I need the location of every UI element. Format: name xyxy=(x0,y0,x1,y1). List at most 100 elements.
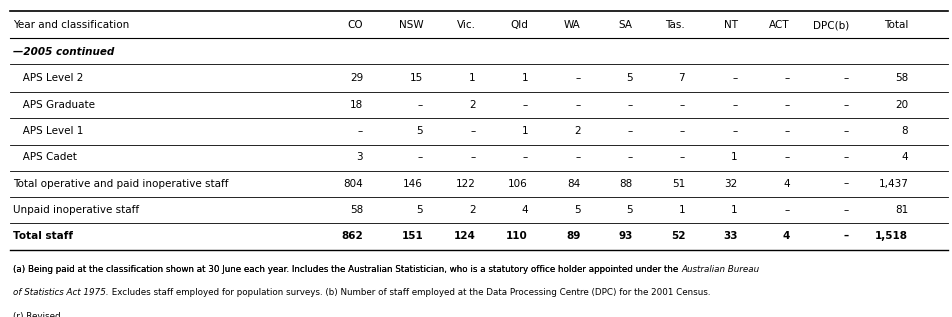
Text: 4: 4 xyxy=(782,231,789,241)
Text: 4: 4 xyxy=(783,178,789,189)
Text: Vic.: Vic. xyxy=(456,20,475,30)
Text: 1,437: 1,437 xyxy=(878,178,907,189)
Text: 2: 2 xyxy=(573,126,580,136)
Text: 58: 58 xyxy=(349,205,363,215)
Text: 5: 5 xyxy=(625,205,632,215)
Text: Total: Total xyxy=(883,20,907,30)
Text: –: – xyxy=(679,152,684,162)
Text: Total operative and paid inoperative staff: Total operative and paid inoperative sta… xyxy=(13,178,228,189)
Text: ACT: ACT xyxy=(768,20,789,30)
Text: –: – xyxy=(522,100,527,110)
Text: 804: 804 xyxy=(343,178,363,189)
Text: –: – xyxy=(783,126,789,136)
Text: –: – xyxy=(843,100,848,110)
Text: 1: 1 xyxy=(678,205,684,215)
Text: 110: 110 xyxy=(506,231,527,241)
Text: 1,518: 1,518 xyxy=(874,231,907,241)
Text: –: – xyxy=(417,152,423,162)
Text: 3: 3 xyxy=(356,152,363,162)
Text: –: – xyxy=(843,178,848,189)
Text: DPC(b): DPC(b) xyxy=(812,20,848,30)
Text: –: – xyxy=(574,74,580,83)
Text: 8: 8 xyxy=(901,126,907,136)
Text: APS Graduate: APS Graduate xyxy=(13,100,95,110)
Text: –: – xyxy=(731,100,737,110)
Text: 52: 52 xyxy=(670,231,684,241)
Text: (a) Being paid at the classification shown at 30 June each year. Includes the Au: (a) Being paid at the classification sho… xyxy=(13,265,681,274)
Text: 1: 1 xyxy=(730,205,737,215)
Text: –: – xyxy=(469,126,475,136)
Text: Unpaid inoperative staff: Unpaid inoperative staff xyxy=(13,205,139,215)
Text: –: – xyxy=(626,126,632,136)
Text: (a) Being paid at the classification shown at 30 June each year. Includes the Au: (a) Being paid at the classification sho… xyxy=(13,265,681,274)
Text: –: – xyxy=(357,126,363,136)
Text: 18: 18 xyxy=(349,100,363,110)
Text: APS Cadet: APS Cadet xyxy=(13,152,77,162)
Text: Tas.: Tas. xyxy=(664,20,684,30)
Text: (r) Revised.: (r) Revised. xyxy=(13,312,64,317)
Text: 89: 89 xyxy=(565,231,580,241)
Text: 88: 88 xyxy=(619,178,632,189)
Text: WA: WA xyxy=(563,20,580,30)
Text: –: – xyxy=(469,152,475,162)
Text: 33: 33 xyxy=(723,231,737,241)
Text: 20: 20 xyxy=(894,100,907,110)
Text: –: – xyxy=(731,74,737,83)
Text: –: – xyxy=(843,126,848,136)
Text: 2: 2 xyxy=(468,205,475,215)
Text: 58: 58 xyxy=(894,74,907,83)
Text: 106: 106 xyxy=(507,178,527,189)
Text: –: – xyxy=(783,205,789,215)
Text: –: – xyxy=(626,152,632,162)
Text: APS Level 2: APS Level 2 xyxy=(13,74,84,83)
Text: 5: 5 xyxy=(573,205,580,215)
Text: 84: 84 xyxy=(566,178,580,189)
Text: NT: NT xyxy=(723,20,737,30)
Text: 1: 1 xyxy=(521,126,527,136)
Text: —2005 continued: —2005 continued xyxy=(13,47,114,57)
Text: 5: 5 xyxy=(625,74,632,83)
Text: –: – xyxy=(843,152,848,162)
Text: –: – xyxy=(843,74,848,83)
Text: –: – xyxy=(783,74,789,83)
Text: 862: 862 xyxy=(341,231,363,241)
Text: –: – xyxy=(626,100,632,110)
Text: APS Level 1: APS Level 1 xyxy=(13,126,84,136)
Text: –: – xyxy=(783,100,789,110)
Text: of Statistics Act 1975.: of Statistics Act 1975. xyxy=(13,288,109,297)
Text: 93: 93 xyxy=(618,231,632,241)
Text: Year and classification: Year and classification xyxy=(13,20,129,30)
Text: CO: CO xyxy=(347,20,363,30)
Text: –: – xyxy=(679,126,684,136)
Text: 4: 4 xyxy=(521,205,527,215)
Text: –: – xyxy=(783,152,789,162)
Text: 1: 1 xyxy=(730,152,737,162)
Text: 29: 29 xyxy=(349,74,363,83)
Text: 2: 2 xyxy=(468,100,475,110)
Text: –: – xyxy=(731,126,737,136)
Text: 51: 51 xyxy=(671,178,684,189)
Text: 122: 122 xyxy=(455,178,475,189)
Text: 7: 7 xyxy=(678,74,684,83)
Text: 81: 81 xyxy=(894,205,907,215)
Text: 5: 5 xyxy=(416,126,423,136)
Text: 15: 15 xyxy=(409,74,423,83)
Text: –: – xyxy=(574,152,580,162)
Text: 1: 1 xyxy=(468,74,475,83)
Text: Australian Bureau: Australian Bureau xyxy=(681,265,759,274)
Text: Total staff: Total staff xyxy=(13,231,73,241)
Text: 146: 146 xyxy=(403,178,423,189)
Text: –: – xyxy=(574,100,580,110)
Text: Qld: Qld xyxy=(509,20,527,30)
Text: –: – xyxy=(679,100,684,110)
Text: SA: SA xyxy=(618,20,632,30)
Text: –: – xyxy=(843,205,848,215)
Text: –: – xyxy=(417,100,423,110)
Text: 32: 32 xyxy=(724,178,737,189)
Text: 4: 4 xyxy=(901,152,907,162)
Text: Excludes staff employed for population surveys. (b) Number of staff employed at : Excludes staff employed for population s… xyxy=(109,288,710,297)
Text: 124: 124 xyxy=(453,231,475,241)
Text: –: – xyxy=(522,152,527,162)
Text: 151: 151 xyxy=(401,231,423,241)
Text: –: – xyxy=(843,231,848,241)
